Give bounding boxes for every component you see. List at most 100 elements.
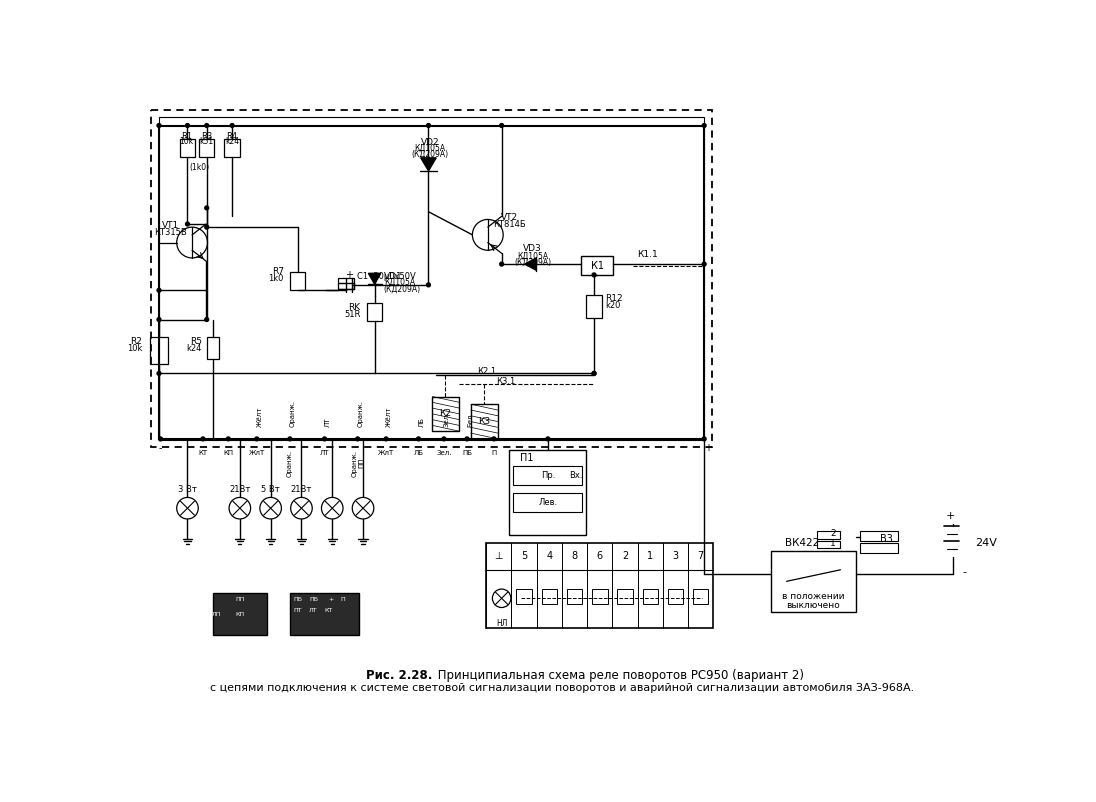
Text: ЖлТ: ЖлТ xyxy=(249,450,265,456)
Text: C1  50μ0x50V: C1 50μ0x50V xyxy=(357,272,415,281)
Text: К3: К3 xyxy=(478,417,490,426)
Text: ПП: ПП xyxy=(235,597,244,602)
Text: К2.1: К2.1 xyxy=(477,367,495,376)
Text: ВК422: ВК422 xyxy=(785,538,819,548)
Bar xyxy=(510,451,586,535)
Bar xyxy=(367,302,383,321)
Bar xyxy=(150,338,168,364)
Text: К3.1: К3.1 xyxy=(495,377,515,386)
Text: Жëлт: Жëлт xyxy=(386,407,392,427)
Bar xyxy=(516,589,532,605)
Text: R3: R3 xyxy=(201,132,213,141)
Circle shape xyxy=(205,225,208,229)
Bar xyxy=(213,593,266,635)
Bar xyxy=(818,531,841,539)
Text: ЛБ: ЛБ xyxy=(413,450,423,456)
Text: П: П xyxy=(340,597,344,602)
Text: Лев.: Лев. xyxy=(538,497,558,507)
Bar xyxy=(693,589,708,605)
Polygon shape xyxy=(525,258,536,270)
Bar xyxy=(592,589,607,605)
Text: B3: B3 xyxy=(880,534,893,544)
Circle shape xyxy=(157,124,161,128)
Circle shape xyxy=(185,222,190,226)
Text: VD2: VD2 xyxy=(421,138,439,147)
Circle shape xyxy=(426,283,431,287)
Text: выключено: выключено xyxy=(787,602,841,610)
Text: 10k: 10k xyxy=(180,137,194,146)
Bar xyxy=(180,139,195,157)
Text: 1k0: 1k0 xyxy=(269,274,284,283)
Text: Оранж.: Оранж. xyxy=(289,400,296,427)
Text: VD3: VD3 xyxy=(523,244,541,253)
Text: К1.1: К1.1 xyxy=(638,250,659,259)
Bar xyxy=(859,543,899,553)
Text: КД105А: КД105А xyxy=(517,251,548,260)
Text: 2: 2 xyxy=(621,551,628,561)
Bar xyxy=(151,110,711,448)
Text: КТ315В: КТ315В xyxy=(155,228,187,237)
Text: П1: П1 xyxy=(521,453,534,463)
Text: Рис. 2.28.: Рис. 2.28. xyxy=(366,669,432,682)
Circle shape xyxy=(356,437,359,441)
Text: ЛТ: ЛТ xyxy=(324,418,331,427)
Bar xyxy=(289,593,359,635)
Text: 1: 1 xyxy=(648,551,653,561)
Circle shape xyxy=(703,124,706,128)
Bar xyxy=(339,278,354,289)
Text: КТ814Б: КТ814Б xyxy=(493,221,526,229)
Text: 3: 3 xyxy=(673,551,678,561)
Circle shape xyxy=(159,437,162,441)
Text: ЛТ: ЛТ xyxy=(320,450,329,456)
Text: RK: RK xyxy=(349,302,361,312)
Text: +: + xyxy=(946,511,956,520)
Bar xyxy=(667,589,683,605)
Text: R12: R12 xyxy=(605,294,623,303)
Text: k24: k24 xyxy=(186,343,202,353)
Text: КП: КП xyxy=(236,612,244,617)
Circle shape xyxy=(500,262,503,266)
Text: R5: R5 xyxy=(190,337,202,346)
Bar xyxy=(617,589,632,605)
Text: Оранж.: Оранж. xyxy=(357,400,364,427)
Circle shape xyxy=(288,437,292,441)
Circle shape xyxy=(205,124,208,128)
Bar xyxy=(772,550,856,612)
Text: ⊥: ⊥ xyxy=(494,551,503,561)
Circle shape xyxy=(592,371,596,375)
Text: ПТ: ПТ xyxy=(294,608,302,614)
Text: 5: 5 xyxy=(521,551,527,561)
Text: ПБ: ПБ xyxy=(294,597,302,602)
Text: +: + xyxy=(345,270,353,280)
Circle shape xyxy=(703,262,706,266)
Text: (КД209А): (КД209А) xyxy=(384,284,421,294)
Text: 3 Вт: 3 Вт xyxy=(178,485,197,494)
Text: 7: 7 xyxy=(698,551,704,561)
Text: R2: R2 xyxy=(130,337,142,346)
Circle shape xyxy=(492,437,495,441)
Circle shape xyxy=(385,437,388,441)
Text: -: - xyxy=(159,444,162,453)
Bar xyxy=(581,257,614,275)
Text: R4: R4 xyxy=(227,132,238,141)
Bar xyxy=(818,541,841,549)
Text: 24V: 24V xyxy=(975,538,997,548)
Bar xyxy=(432,396,459,431)
Circle shape xyxy=(416,437,421,441)
Circle shape xyxy=(157,318,161,322)
Text: Зел.: Зел. xyxy=(436,450,452,456)
Text: КТ: КТ xyxy=(198,450,207,456)
Bar xyxy=(541,589,557,605)
Circle shape xyxy=(230,124,235,128)
Text: 8: 8 xyxy=(571,551,578,561)
Circle shape xyxy=(227,437,230,441)
Bar xyxy=(471,404,498,439)
Text: (1k0): (1k0) xyxy=(190,164,209,172)
Text: КД105А: КД105А xyxy=(384,278,415,287)
Circle shape xyxy=(185,124,190,128)
Text: Оранж.: Оранж. xyxy=(287,450,293,477)
Text: с цепями подключения к системе световой сигнализации поворотов и аварийной сигна: с цепями подключения к системе световой … xyxy=(209,683,914,693)
Text: 10k: 10k xyxy=(127,344,142,354)
Text: 21Вт: 21Вт xyxy=(290,485,312,494)
Bar xyxy=(159,117,704,440)
